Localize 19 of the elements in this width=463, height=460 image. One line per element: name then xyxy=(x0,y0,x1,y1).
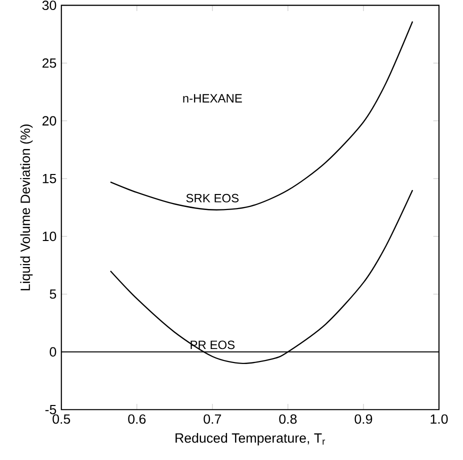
y-tick-label: 0 xyxy=(50,346,56,356)
y-tick-label: -5 xyxy=(45,404,56,414)
x-tick-label: 0.5 xyxy=(52,414,70,424)
y-tick-label: 20 xyxy=(42,116,56,126)
x-tick-label: 0.9 xyxy=(354,414,372,424)
x-axis-title: Reduced Temperature, T$_{r}$ xyxy=(176,432,326,446)
x-tick-label: 0.6 xyxy=(128,414,146,424)
y-tick-label: 10 xyxy=(42,231,56,241)
x-tick-label: 0.8 xyxy=(279,414,297,424)
y-tick-label: 30 xyxy=(42,0,56,10)
y-tick-label: 5 xyxy=(50,289,56,299)
annotation: n-HEXANE xyxy=(183,94,242,102)
x-tick-label: 0.7 xyxy=(204,414,222,424)
series-label: SRK EOS xyxy=(186,194,239,202)
x-tick-label: 1.0 xyxy=(430,414,448,424)
line-series xyxy=(110,20,414,210)
y-tick-label: 15 xyxy=(42,174,56,184)
y-tick-label: 25 xyxy=(42,58,56,68)
y-axis-title: Liquid Volume Deviation (%) xyxy=(20,124,33,290)
